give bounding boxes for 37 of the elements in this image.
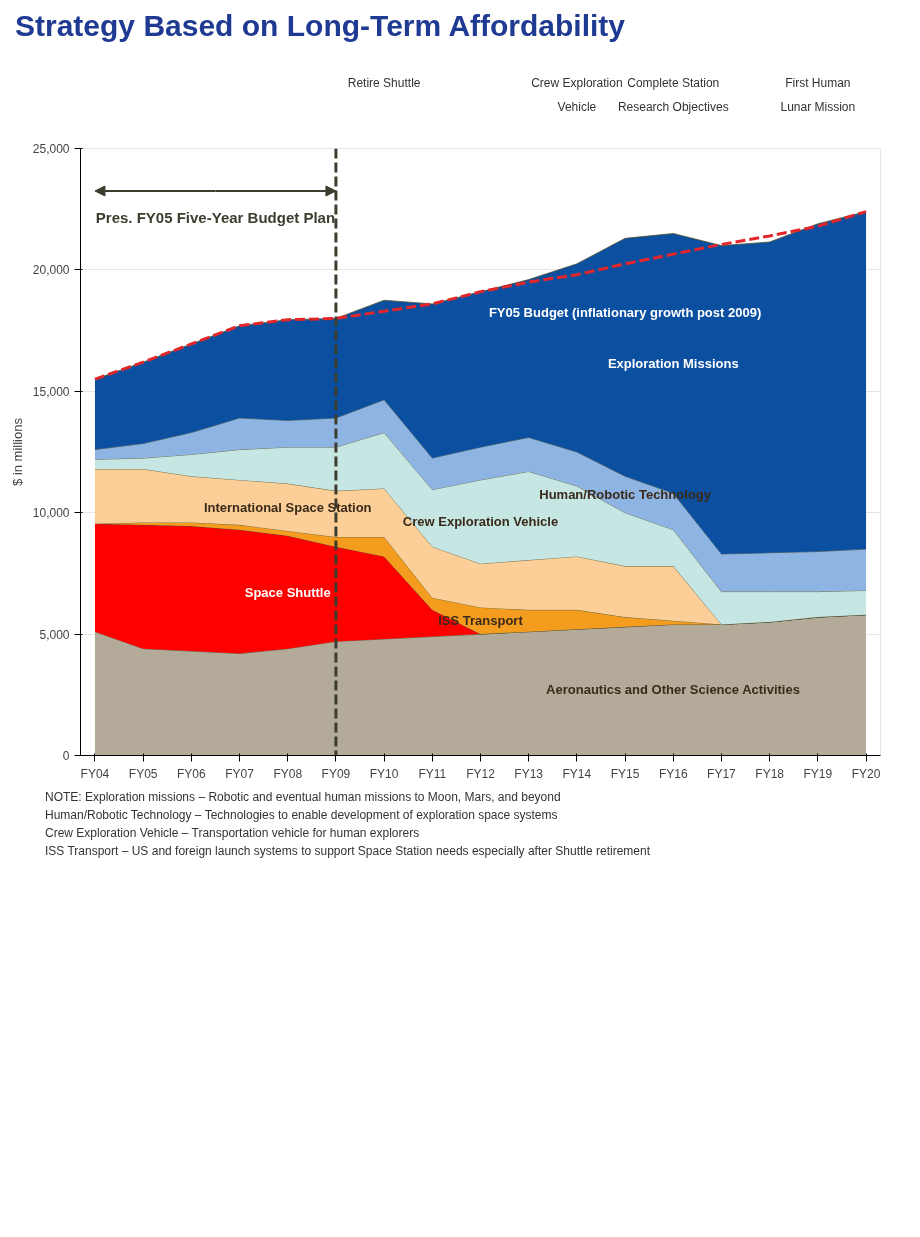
series-label: International Space Station [203, 499, 372, 515]
x-tick-label: FY16 [658, 766, 688, 781]
series-label: Crew Exploration Vehicle [402, 514, 559, 530]
ref-line-label: Pres. FY05 Five-Year Budget Plan [95, 209, 336, 227]
x-tick-label: FY08 [273, 766, 303, 781]
x-tick-label: FY14 [562, 766, 592, 781]
y-axis-title: $ in millions [9, 417, 25, 486]
x-tick-label: FY20 [851, 766, 881, 781]
x-tick-label: FY15 [610, 766, 640, 781]
y-tick-label: 0 [62, 748, 70, 763]
x-tick-label: FY17 [707, 766, 737, 781]
x-tick-label: FY06 [177, 766, 207, 781]
x-tick-label: FY11 [418, 766, 447, 781]
x-tick-label: FY19 [803, 766, 833, 781]
y-tick-label: 5,000 [39, 627, 70, 642]
text: First Human Lunar Mission [780, 75, 856, 114]
y-tick-label: 20,000 [32, 263, 70, 278]
series-label: FY05 Budget (inflationary growth post 2009) [488, 305, 762, 321]
text: NOTE: Exploration missions – Robotic and eventual human missions to Moon, Mars, and beyond [45, 789, 561, 804]
x-tick-label: FY04 [80, 766, 110, 781]
y-tick-label: 25,000 [32, 141, 70, 156]
chart-title: Strategy Based on Long-Term Affordability [15, 8, 626, 44]
x-tick-label: FY07 [225, 766, 255, 781]
series-label: Exploration Missions [607, 355, 739, 371]
text: ISS Transport – US and foreign launch systems to support Space Station needs especially after Shuttle retirement [45, 843, 650, 858]
text: Crew Exploration Vehicle – Transportation vehicle for human explorers [45, 825, 420, 840]
text: Human/Robotic Technology – Technologies to enable development of exploration space systems [45, 807, 558, 822]
x-tick-label: FY13 [514, 766, 544, 781]
y-tick-label: 10,000 [32, 506, 70, 521]
x-tick-label: FY12 [466, 766, 496, 781]
x-tick-label: FY05 [128, 766, 158, 781]
x-tick-label: FY18 [755, 766, 785, 781]
y-tick-label: 15,000 [32, 384, 70, 399]
x-tick-label: FY10 [369, 766, 399, 781]
series-label: Space Shuttle [244, 584, 331, 600]
text: Retire Shuttle [347, 75, 421, 90]
x-tick-label: FY09 [321, 766, 351, 781]
